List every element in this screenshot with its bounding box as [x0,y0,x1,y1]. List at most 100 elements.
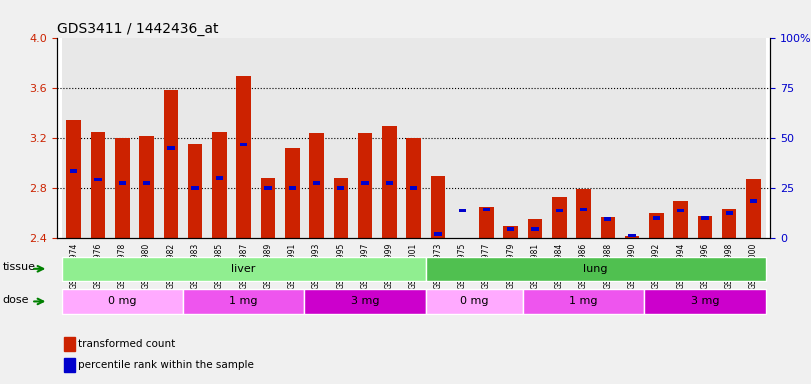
Bar [118,181,126,185]
Bar [64,358,75,372]
Bar [110,38,135,238]
Bar [377,38,401,238]
Bar [746,179,761,238]
FancyBboxPatch shape [426,257,766,281]
Bar [333,178,348,238]
Bar [547,38,572,238]
Bar [337,186,345,190]
FancyBboxPatch shape [304,290,426,313]
FancyBboxPatch shape [523,290,644,313]
Bar [552,197,567,238]
Bar [313,181,320,185]
Bar [62,38,86,238]
Text: 0 mg: 0 mg [108,296,136,306]
Bar [358,133,372,238]
Text: GDS3411 / 1442436_at: GDS3411 / 1442436_at [57,22,218,36]
Bar [644,38,668,238]
Bar [629,234,636,237]
Bar [717,38,741,238]
Bar [677,209,684,212]
Bar [653,216,660,220]
Bar [750,199,757,202]
Text: 1 mg: 1 mg [230,296,258,306]
Bar [135,38,159,238]
Bar [649,213,663,238]
Bar [304,38,328,238]
Bar [386,181,393,185]
Bar [86,38,110,238]
Bar [260,178,275,238]
Bar [255,38,280,238]
Bar [64,337,75,351]
Bar [70,169,77,172]
Bar [328,38,353,238]
Bar [139,136,154,238]
Bar [410,186,417,190]
Bar [726,211,733,215]
Bar [240,142,247,146]
Bar [722,209,736,238]
Text: lung: lung [583,264,608,274]
Bar [285,148,299,238]
Bar [94,177,101,181]
Bar [702,216,709,220]
Bar [455,238,470,240]
Bar [693,38,717,238]
Bar [426,38,450,238]
Bar [67,119,81,238]
Text: transformed count: transformed count [78,339,175,349]
Bar [620,38,644,238]
Bar [208,38,232,238]
Bar [479,207,494,238]
Bar [236,76,251,238]
Bar [697,215,712,238]
Bar [164,89,178,238]
Bar [600,217,615,238]
Bar [216,176,223,180]
Bar [401,38,426,238]
Text: percentile rank within the sample: percentile rank within the sample [78,360,254,370]
Bar [280,38,304,238]
Bar [143,181,150,185]
Bar [232,38,255,238]
Bar [183,38,208,238]
Bar [289,186,296,190]
Bar [673,200,688,238]
Bar [264,186,272,190]
Bar [362,181,369,185]
Text: 3 mg: 3 mg [351,296,380,306]
Bar [741,38,766,238]
Bar [191,186,199,190]
Bar [406,138,421,238]
Bar [523,38,547,238]
Bar [531,227,539,231]
Bar [668,38,693,238]
Text: tissue: tissue [3,262,36,273]
Text: 0 mg: 0 mg [460,296,488,306]
Bar [431,175,445,238]
Bar [309,133,324,238]
Bar [499,38,523,238]
Bar [188,144,203,238]
Bar [580,207,587,211]
Text: 3 mg: 3 mg [691,296,719,306]
Bar [159,38,183,238]
Text: liver: liver [231,264,256,274]
Bar [91,132,105,238]
Bar [434,232,441,236]
FancyBboxPatch shape [426,290,523,313]
Bar [458,209,466,212]
Text: 1 mg: 1 mg [569,296,598,306]
Bar [167,146,174,150]
Bar [212,132,227,238]
Bar [507,227,514,231]
FancyBboxPatch shape [62,290,183,313]
Text: dose: dose [3,295,29,305]
Bar [528,219,543,238]
Bar [572,38,595,238]
Bar [450,38,474,238]
Bar [624,235,639,238]
Bar [474,38,499,238]
FancyBboxPatch shape [644,290,766,313]
Bar [556,209,563,212]
